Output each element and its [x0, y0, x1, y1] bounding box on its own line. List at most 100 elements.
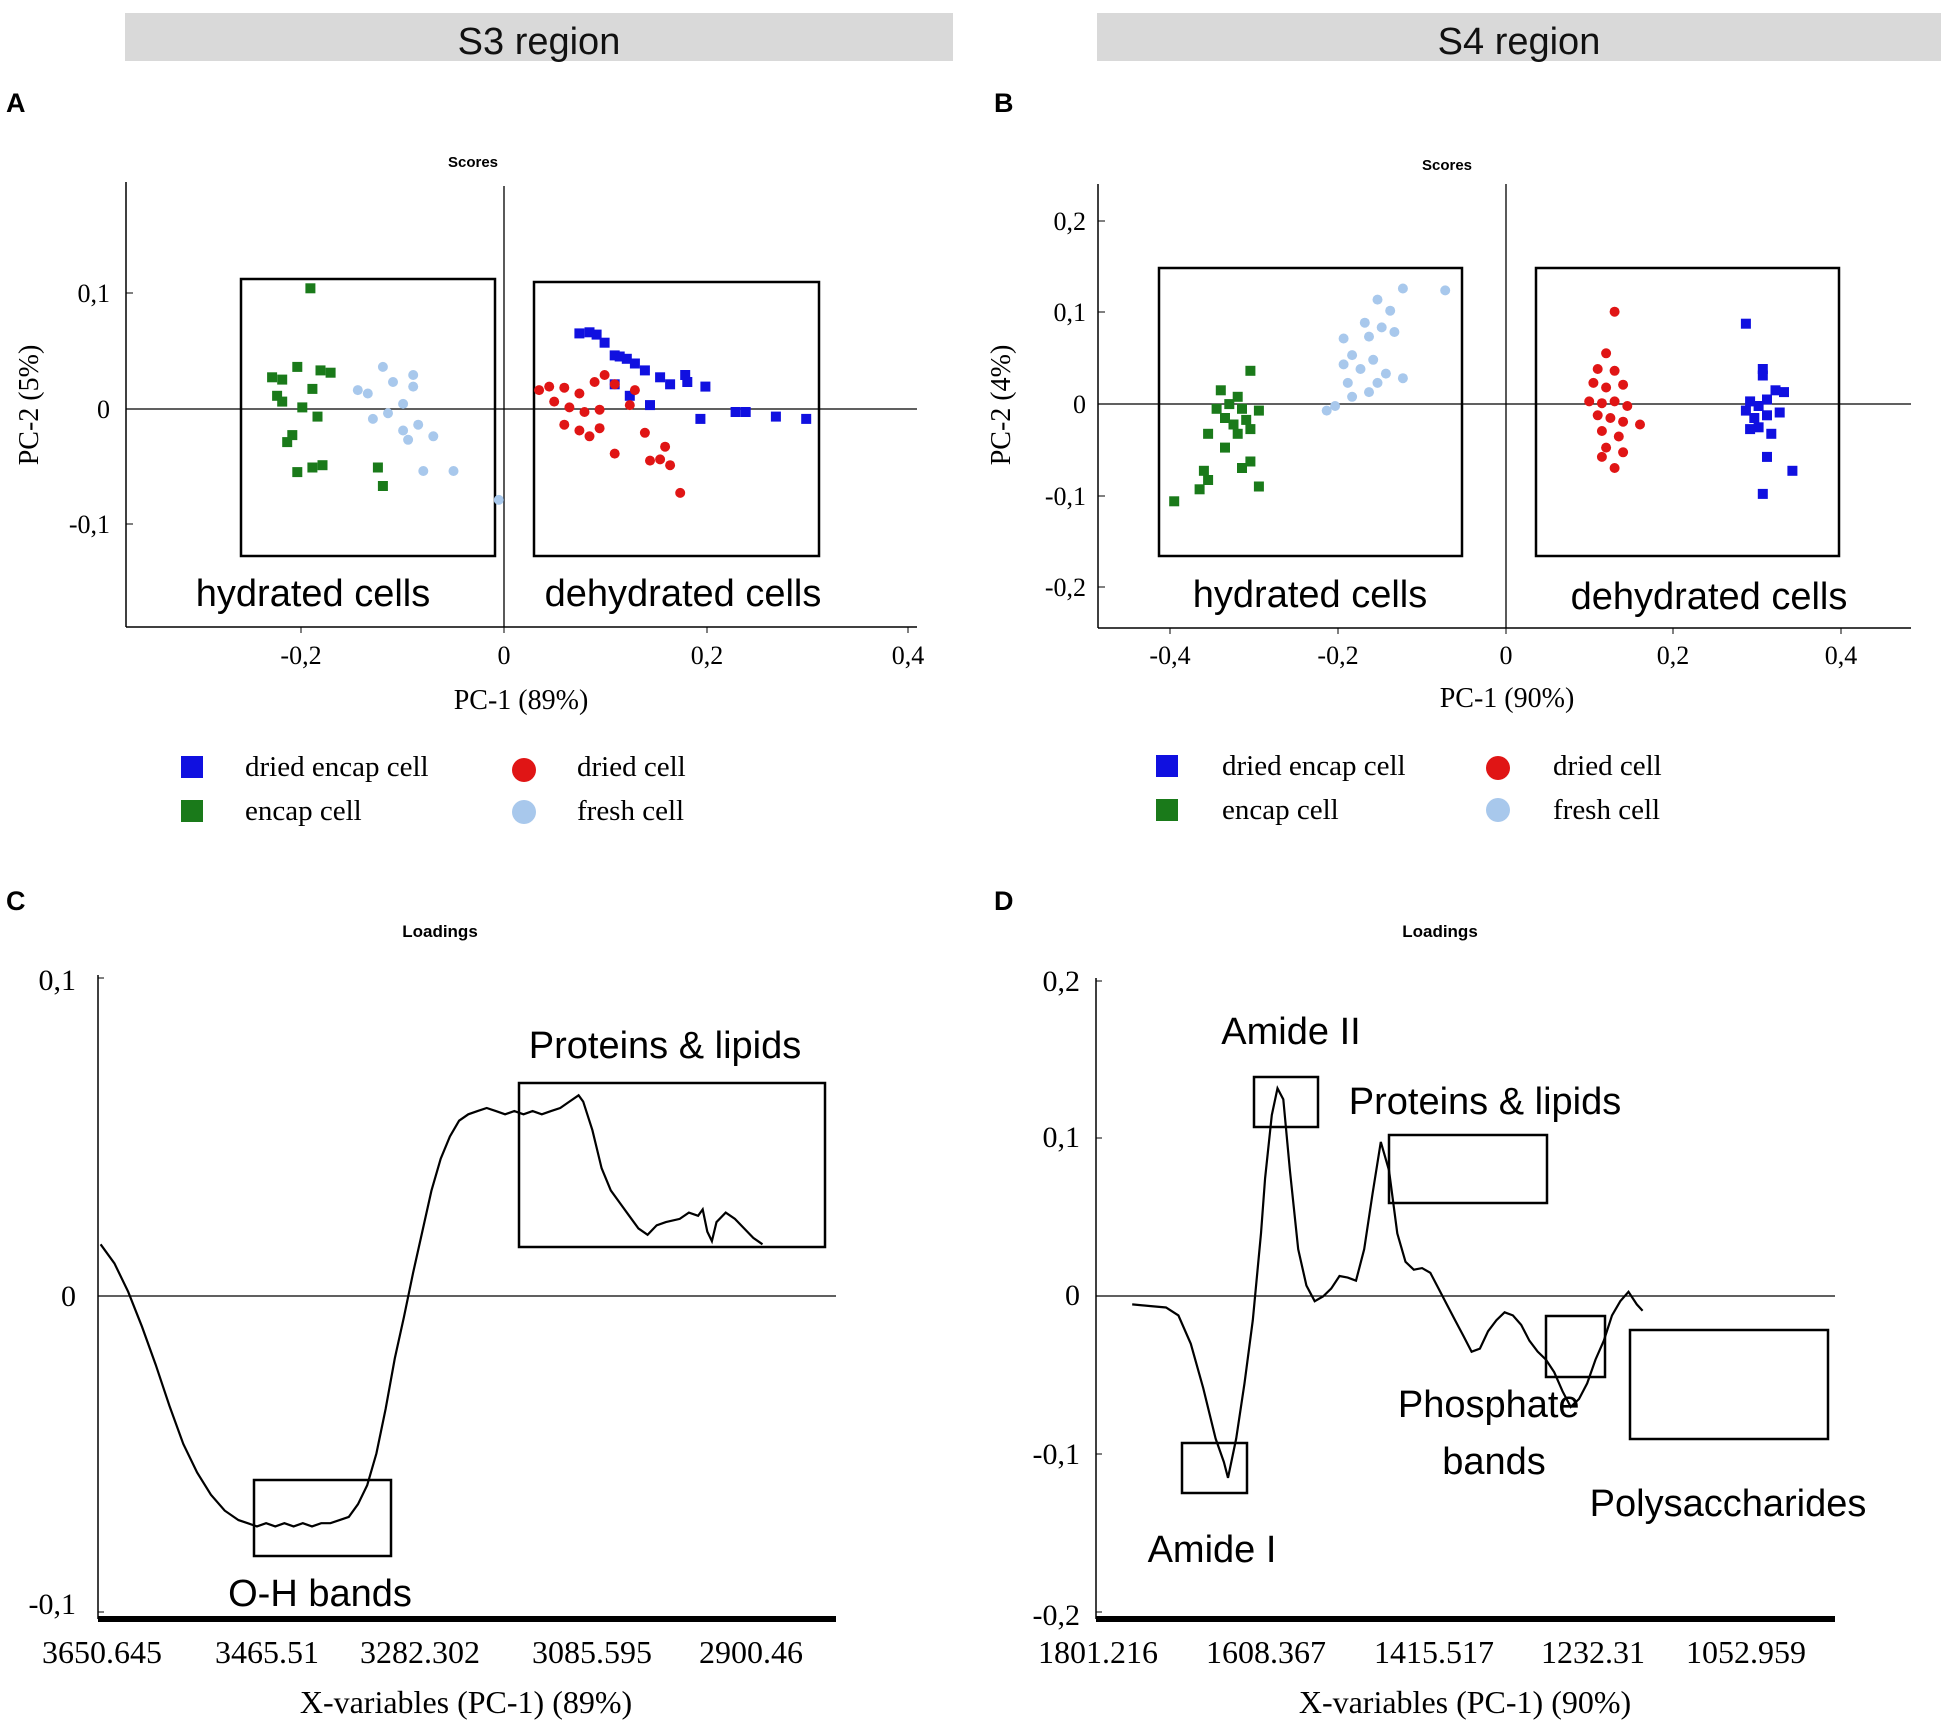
y-tick-label: 0,2 — [1054, 207, 1087, 236]
point-dried-encap-cell — [730, 407, 741, 417]
point-dried-cell — [1596, 451, 1607, 462]
point-fresh-cell — [1355, 364, 1366, 374]
point-dried-cell — [589, 377, 600, 387]
panel-letter-c: C — [6, 886, 26, 916]
point-encap-cell — [1224, 399, 1235, 410]
y-tick-label: -0,1 — [1045, 482, 1086, 511]
panel-d-x-ticks: 1801.216 1608.367 1415.517 1232.31 1052.… — [1038, 1634, 1806, 1670]
x-tick-label: 0,4 — [1825, 641, 1858, 670]
point-dried-encap-cell — [1740, 318, 1751, 329]
panel-a-y-label: PC-2 (5%) — [14, 345, 45, 466]
x-tick-label: 0,4 — [892, 641, 925, 670]
point-encap-cell — [267, 372, 278, 383]
point-dried-encap-cell — [655, 372, 666, 383]
panel-letter-d: D — [994, 886, 1014, 916]
point-encap-cell — [1203, 428, 1214, 439]
panel-d-amide1-box — [1180, 1441, 1249, 1495]
panel-b-hydrated-box — [1157, 266, 1464, 558]
point-dried-encap-cell — [1749, 413, 1760, 423]
point-fresh-cell — [1364, 387, 1374, 398]
point-dried-cell — [1609, 306, 1620, 317]
x-tick-label: 3465.51 — [215, 1634, 319, 1670]
panel-b-scores: Scores 0,2 0,1 0 -0,1 -0,2 -0,4 -0,2 0 0… — [986, 157, 1911, 714]
y-tick-label: 0 — [61, 1280, 76, 1313]
point-encap-cell — [1211, 403, 1222, 414]
s4-header-label: S4 region — [1438, 21, 1601, 63]
panel-c-loadings: Loadings 0,1 0 -0,1 3650.645 3465.51 328… — [29, 922, 836, 1720]
panel-d-polysaccharides-label: Polysaccharides — [1590, 1483, 1867, 1525]
point-encap-cell — [317, 460, 328, 471]
point-encap-cell — [1253, 405, 1264, 416]
point-fresh-cell — [1440, 285, 1451, 296]
point-dried-cell — [559, 419, 570, 430]
point-dried-encap-cell — [1757, 488, 1768, 499]
point-dried-encap-cell — [682, 377, 693, 387]
point-fresh-cell — [428, 431, 439, 442]
point-encap-cell — [1215, 385, 1226, 396]
panel-d-amide1-label: Amide I — [1148, 1529, 1277, 1571]
panel-a-hydrated-label: hydrated cells — [196, 573, 430, 615]
point-dried-cell — [629, 385, 640, 396]
y-tick-label: -0,1 — [29, 1588, 77, 1621]
x-tick-label: 3650.645 — [42, 1634, 162, 1670]
point-encap-cell — [307, 462, 318, 473]
panel-a-dehydrated-box — [532, 280, 821, 558]
point-dried-cell — [1613, 431, 1624, 442]
x-tick-label: 1415.517 — [1374, 1634, 1494, 1670]
point-dried-cell — [599, 370, 610, 380]
panel-b-legend: dried encap cell dried cell encap cell f… — [1156, 750, 1662, 826]
point-dried-cell — [534, 385, 545, 396]
point-encap-cell — [1232, 428, 1243, 439]
panel-d-phosphate-label-line1: Phosphate — [1398, 1384, 1580, 1426]
y-tick-label: 0,2 — [1043, 965, 1081, 998]
y-tick-label: 0,1 — [1043, 1121, 1081, 1154]
point-dried-encap-cell — [695, 413, 706, 424]
point-encap-cell — [1237, 463, 1247, 473]
panel-c-y-ticks: 0,1 0 -0,1 — [29, 964, 104, 1621]
panel-b-x-label: PC-1 (90%) — [1440, 683, 1575, 714]
point-fresh-cell — [1338, 333, 1349, 344]
point-encap-cell — [292, 361, 303, 372]
point-encap-cell — [1169, 496, 1180, 507]
x-tick-label: 0,2 — [1657, 641, 1690, 670]
point-dried-cell — [1618, 379, 1629, 390]
panel-letter-a: A — [6, 88, 26, 118]
panel-c-x-ticks: 3650.645 3465.51 3282.302 3085.595 2900.… — [42, 1634, 803, 1670]
point-dried-cell — [1622, 401, 1633, 411]
panel-b-dehydrated-box — [1534, 266, 1841, 558]
point-encap-cell — [325, 367, 336, 378]
point-dried-encap-cell — [639, 365, 650, 376]
x-tick-label: 1801.216 — [1038, 1634, 1158, 1670]
point-encap-cell — [292, 467, 303, 478]
point-dried-encap-cell — [1762, 410, 1772, 421]
panel-d-phosphate-box — [1544, 1314, 1607, 1379]
point-encap-cell — [1198, 465, 1209, 476]
point-encap-cell — [272, 390, 283, 401]
point-dried-encap-cell — [1766, 428, 1777, 439]
point-dried-encap-cell — [680, 370, 691, 380]
point-dried-cell — [1592, 364, 1603, 374]
point-fresh-cell — [1368, 354, 1379, 365]
point-encap-cell — [1232, 391, 1243, 402]
point-dried-encap-cell — [1787, 465, 1798, 476]
point-dried-cell — [544, 381, 555, 392]
panel-b-dehydrated-label: dehydrated cells — [1571, 576, 1848, 618]
panel-a-x-ticks: -0,2 0 0,2 0,4 — [280, 627, 924, 670]
point-dried-cell — [1618, 416, 1629, 427]
point-fresh-cell — [1372, 377, 1383, 388]
legend-label-fresh-cell: fresh cell — [1553, 794, 1660, 826]
panel-c-oh-label: O-H bands — [228, 1573, 412, 1615]
panel-a-dehydrated-label: dehydrated cells — [545, 573, 822, 615]
point-dried-cell — [1635, 419, 1645, 430]
y-tick-label: 0,1 — [1054, 298, 1087, 327]
point-fresh-cell — [377, 361, 388, 372]
point-dried-cell — [584, 431, 595, 442]
panel-d-x-label: X-variables (PC-1) (90%) — [1299, 1684, 1631, 1720]
point-dried-encap-cell — [740, 407, 751, 417]
point-encap-cell — [1228, 419, 1239, 430]
point-encap-cell — [1245, 456, 1256, 467]
point-dried-cell — [574, 388, 585, 399]
point-fresh-cell — [1380, 368, 1391, 379]
point-dried-cell — [594, 404, 605, 415]
point-dried-encap-cell — [574, 328, 585, 339]
